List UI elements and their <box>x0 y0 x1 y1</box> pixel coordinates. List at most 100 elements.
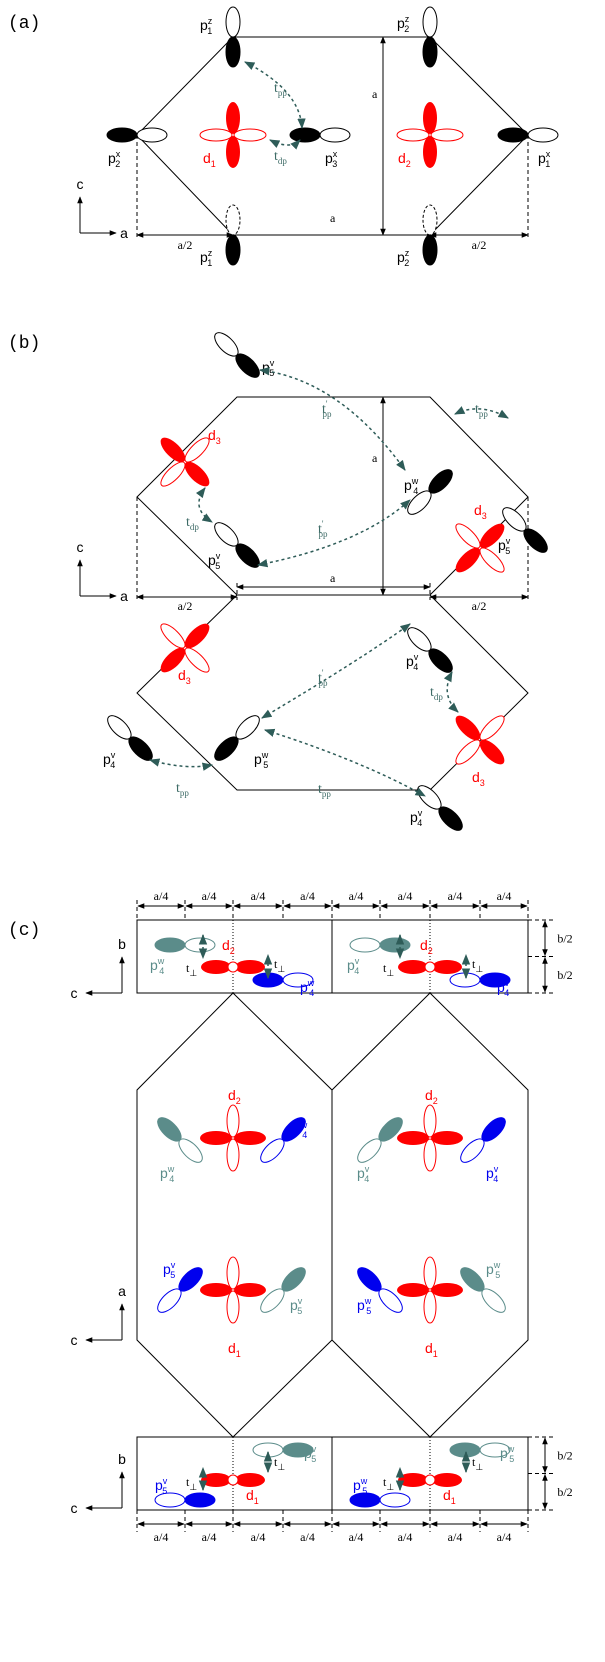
label-sub: 3 <box>480 778 485 788</box>
label-sub: 2 <box>115 159 120 169</box>
label: pv4 <box>357 1164 370 1184</box>
label: t⊥ <box>383 961 394 978</box>
label: pw4 <box>160 1164 175 1184</box>
label-sup: z <box>208 248 213 258</box>
lobe-filled <box>226 235 240 265</box>
label-sub: pp <box>319 678 329 688</box>
label: pv4 <box>486 1164 499 1184</box>
label-sup: v <box>270 358 275 368</box>
label: d1 <box>425 1340 438 1359</box>
label: a/4 <box>349 889 364 903</box>
label-sub: 4 <box>413 662 418 672</box>
lobe-open <box>528 128 558 142</box>
lobe-open <box>397 129 429 141</box>
label: d3 <box>474 502 487 521</box>
lobe-filled <box>185 1493 215 1507</box>
label: a <box>330 571 336 585</box>
label: tdp <box>430 685 443 702</box>
label: pv4 <box>347 956 360 976</box>
label-sub: 5 <box>215 561 220 571</box>
label-base: d <box>474 502 482 518</box>
label-sub: 1 <box>451 1496 456 1506</box>
lobe-open <box>423 205 437 235</box>
label-sub: 1 <box>207 258 212 268</box>
d-orbital <box>201 960 265 974</box>
lobe-open <box>232 712 263 743</box>
label: b/2 <box>557 931 572 945</box>
label-sup: w <box>300 1120 308 1130</box>
lobe-filled <box>476 736 509 769</box>
d-orbital <box>397 1257 463 1323</box>
label-sup: ' <box>326 399 328 409</box>
label-base: p <box>254 751 262 767</box>
lobe-open <box>234 129 266 141</box>
label: d2 <box>228 1087 241 1106</box>
label-base: d <box>425 1087 433 1103</box>
d-orbital <box>200 1105 266 1171</box>
label: a/4 <box>497 1530 512 1544</box>
label-sup: z <box>405 14 410 24</box>
label: a/2 <box>178 238 193 252</box>
lobe-open <box>227 1105 239 1137</box>
label-sup: w <box>167 1164 175 1174</box>
lobe-open <box>423 7 437 37</box>
label: a/2 <box>472 599 487 613</box>
label: d1 <box>246 1487 259 1506</box>
lobe-open <box>137 128 167 142</box>
lobe-open <box>226 7 240 37</box>
d-orbital <box>201 1473 265 1487</box>
label-sub: dp <box>190 522 200 532</box>
lobe-filled <box>423 235 437 265</box>
label: a/4 <box>154 889 169 903</box>
label: a <box>120 588 128 604</box>
label-base: d <box>246 1487 254 1503</box>
label: d2 <box>425 1087 438 1106</box>
lobe-open <box>157 620 188 651</box>
lattice-edge <box>137 595 528 790</box>
label: a/4 <box>251 889 266 903</box>
hopping-arrow <box>265 730 425 796</box>
label: a/4 <box>398 1530 413 1544</box>
lobe-open <box>104 712 135 743</box>
label-sup: v <box>418 808 423 818</box>
label: pz2 <box>397 248 410 268</box>
label-sub: pp <box>479 409 489 419</box>
ring <box>228 962 238 972</box>
label-sub: 2 <box>236 1096 241 1106</box>
lobe-open <box>354 1135 385 1166</box>
label: px2 <box>108 149 121 169</box>
label: (c) <box>8 921 40 941</box>
lobe-filled <box>235 960 265 974</box>
label-sub: 4 <box>364 1174 369 1184</box>
label: t⊥ <box>274 1455 285 1472</box>
lobe-filled <box>235 1473 265 1487</box>
label-sub: 3 <box>186 676 191 686</box>
lobe-filled <box>397 1131 429 1145</box>
label: d2 <box>420 937 433 956</box>
label: a/2 <box>472 238 487 252</box>
p-orbital <box>498 128 558 142</box>
p-orbital <box>457 1264 509 1316</box>
label: t⊥ <box>186 961 197 978</box>
label: tdp <box>274 149 287 166</box>
label: t'pp <box>322 399 332 419</box>
p-orbital <box>350 938 410 952</box>
lobe-open <box>424 1291 436 1323</box>
lobe-filled <box>234 1131 266 1145</box>
label-base: p <box>500 1445 508 1461</box>
label: a/4 <box>300 889 315 903</box>
lobe-open <box>350 938 380 952</box>
label-sub: 4 <box>302 1130 307 1140</box>
label-sub: ⊥ <box>386 1482 394 1492</box>
label-sub: dp <box>278 156 288 166</box>
label: a <box>330 211 336 225</box>
label-sub: 2 <box>230 946 235 956</box>
label-sup: w <box>493 1260 501 1270</box>
lobe-filled <box>398 1473 428 1487</box>
label-base: d <box>208 427 216 443</box>
label-sub: 4 <box>159 966 164 976</box>
